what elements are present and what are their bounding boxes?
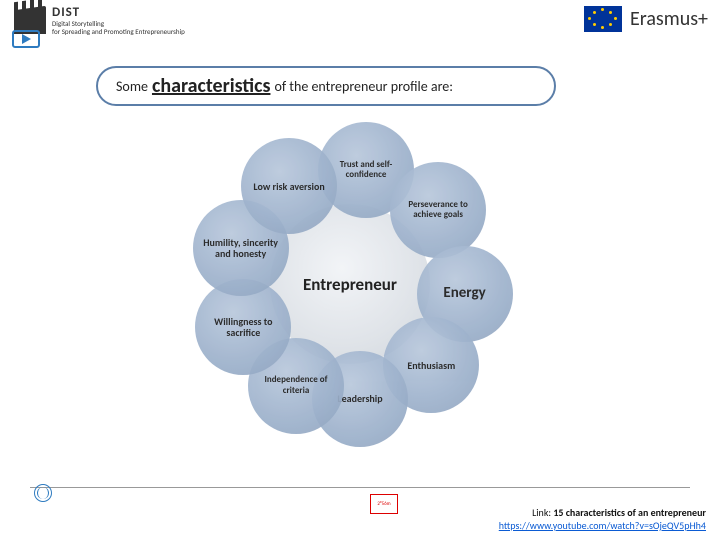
diagram-petal-label: Low risk aversion <box>253 181 324 193</box>
title-pre: Some <box>116 78 148 95</box>
diagram-petal-label: Willingness to sacrifice <box>201 316 285 339</box>
footer-link-block: Link: 15 characteristics of an entrepren… <box>499 506 706 532</box>
diagram-petal: Perseverance to achieve goals <box>390 162 486 258</box>
diagram-petal-label: Energy <box>443 285 485 302</box>
erasmus-text: Erasmus+ <box>630 7 708 31</box>
eu-flag-icon <box>584 6 622 32</box>
diagram-petal: Low risk aversion <box>241 138 337 234</box>
footer-url[interactable]: https://www.youtube.com/watch?v=sOjeQV5p… <box>499 519 706 532</box>
dist-logo-text: DIST Digital Storytelling for Spreading … <box>52 6 185 36</box>
diagram-petal-label: Humility, sincerity and honesty <box>199 237 283 260</box>
globe-icon <box>34 484 52 502</box>
play-icon <box>12 30 40 48</box>
duration-text: 2°56m <box>371 495 397 513</box>
slide: DIST Digital Storytelling for Spreading … <box>0 0 720 540</box>
header: DIST Digital Storytelling for Spreading … <box>0 0 720 50</box>
diagram-petal-label: Perseverance to achieve goals <box>396 200 480 221</box>
footer-link-prefix: Link: <box>532 506 553 519</box>
diagram-petal-label: Leadership <box>337 393 382 405</box>
title-emph: characteristics <box>152 74 270 98</box>
dist-sub2: for Spreading and Promoting Entrepreneur… <box>52 28 185 36</box>
title-bar: Some characteristics of the entrepreneur… <box>96 66 556 106</box>
diagram-petal-label: Enthusiasm <box>407 360 455 372</box>
diagram-petal-label: Trust and self-confidence <box>324 160 408 181</box>
footer-link-label: Link: 15 characteristics of an entrepren… <box>499 506 706 519</box>
diagram-petal-label: Independence of criteria <box>254 375 338 396</box>
footer-link-title: 15 characteristics of an entrepreneur <box>553 506 706 519</box>
divider <box>30 487 690 488</box>
title-post: of the entrepreneur profile are: <box>274 78 453 95</box>
diagram-center-label: Entrepreneur <box>303 274 397 295</box>
duration-box: 2°56m <box>370 494 398 514</box>
dist-name: DIST <box>52 6 185 20</box>
entrepreneur-diagram: Entrepreneur Trust and self-confidence Pe… <box>170 124 530 444</box>
erasmus-logo: Erasmus+ <box>584 6 708 32</box>
